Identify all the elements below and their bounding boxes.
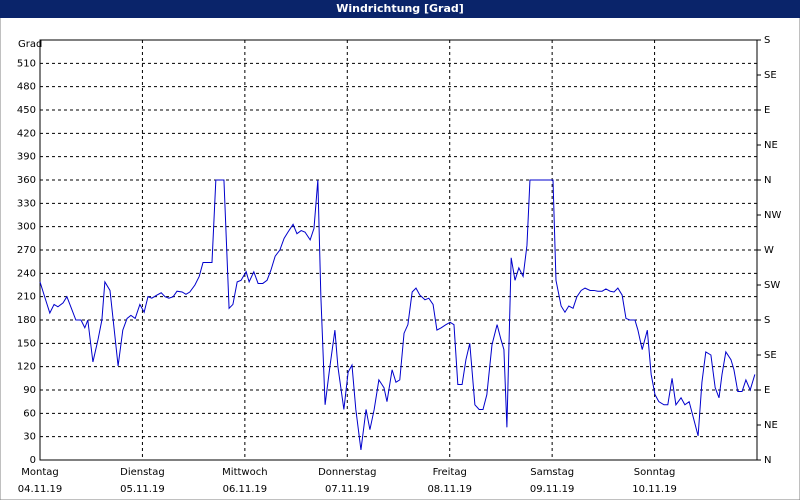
- y-tick-label: 240: [17, 268, 36, 279]
- y2-tick-label: NE: [764, 140, 778, 151]
- y-tick-label: 300: [17, 222, 36, 233]
- y2-tick-label: S: [764, 35, 770, 46]
- y-tick-label: 480: [17, 82, 36, 93]
- y2-tick-label: E: [764, 105, 770, 116]
- x-tick-label: Dienstag: [120, 467, 165, 478]
- chart-title: Windrichtung [Grad]: [336, 2, 464, 15]
- x-tick-label: Montag: [21, 467, 58, 478]
- x-tick-label: Donnerstag: [318, 467, 376, 478]
- x-tick-date: 10.11.19: [632, 484, 677, 495]
- x-tick-label: Sonntag: [634, 467, 676, 478]
- x-tick-label: Freitag: [433, 467, 467, 478]
- x-tick-label: Samstag: [530, 467, 574, 478]
- y2-tick-label: N: [764, 175, 771, 186]
- y2-tick-label: SW: [764, 280, 780, 291]
- y-tick-label: 210: [17, 292, 36, 303]
- y2-tick-label: NE: [764, 420, 778, 431]
- data-line: [39, 179, 756, 450]
- y-tick-label: 0: [30, 455, 36, 466]
- y-tick-label: 450: [17, 105, 36, 116]
- x-tick-label: Mittwoch: [222, 467, 267, 478]
- plot-frame: [39, 39, 758, 461]
- title-bar: [0, 0, 800, 18]
- y-tick-label: 360: [17, 175, 36, 186]
- y2-tick-label: SE: [764, 350, 777, 361]
- x-tick-date: 08.11.19: [427, 484, 472, 495]
- y2-tick-label: SE: [764, 70, 777, 81]
- y-tick-label: 270: [17, 245, 36, 256]
- y-axis-label: Grad: [18, 39, 42, 50]
- x-tick-date: 07.11.19: [325, 484, 370, 495]
- x-tick-date: 09.11.19: [530, 484, 575, 495]
- y2-tick-label: N: [764, 455, 771, 466]
- y-tick-label: 390: [17, 152, 36, 163]
- y-tick-label: 60: [23, 408, 36, 419]
- y2-tick-label: E: [764, 385, 770, 396]
- y-tick-label: 180: [17, 315, 36, 326]
- x-tick-date: 05.11.19: [120, 484, 165, 495]
- y-tick-label: 120: [17, 362, 36, 373]
- y-tick-label: 90: [23, 385, 36, 396]
- y-tick-label: 420: [17, 128, 36, 139]
- y-tick-label: 330: [17, 198, 36, 209]
- x-tick-date: 06.11.19: [223, 484, 268, 495]
- y-tick-label: 30: [23, 432, 36, 443]
- y2-tick-label: NW: [764, 210, 781, 221]
- y2-tick-label: S: [764, 315, 770, 326]
- y-tick-label: 150: [17, 338, 36, 349]
- y-tick-label: 510: [17, 58, 36, 69]
- y2-tick-label: W: [764, 245, 774, 256]
- x-tick-date: 04.11.19: [18, 484, 63, 495]
